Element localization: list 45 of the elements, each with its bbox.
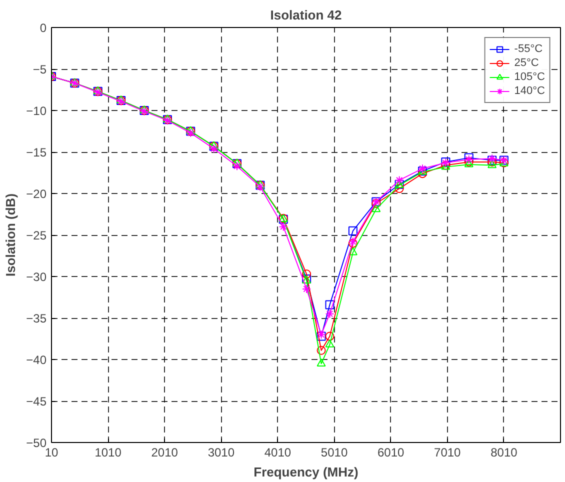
point	[325, 339, 334, 348]
point	[372, 204, 381, 212]
legend-label: -55°C	[514, 42, 543, 56]
point	[302, 270, 312, 278]
point	[316, 346, 326, 355]
x-tick-label: 1010	[94, 446, 122, 460]
legend-label: 105°C	[514, 70, 545, 84]
y-tick-label: −25	[26, 228, 47, 242]
point	[348, 226, 358, 236]
x-tick-label: 8010	[490, 446, 518, 460]
y-tick-label: −5	[32, 62, 47, 76]
point	[325, 300, 334, 310]
y-axis-title: Isolation (dB)	[3, 193, 18, 277]
point	[232, 162, 242, 171]
point	[348, 247, 358, 256]
point	[325, 309, 334, 318]
y-tick-label: −20	[26, 187, 47, 201]
point	[488, 160, 497, 168]
point	[325, 332, 334, 341]
legend-label: 140°C	[514, 84, 545, 98]
y-tick-label: −30	[26, 270, 47, 284]
x-tick-label: 10	[44, 446, 58, 460]
point	[302, 284, 312, 294]
point	[278, 222, 288, 232]
legend-label: 25°C	[514, 56, 539, 70]
point	[394, 176, 404, 185]
y-tick-label: 0	[40, 21, 47, 35]
y-tick-label: −50	[26, 436, 47, 450]
x-tick-label: 3010	[208, 446, 235, 460]
y-tick-label: −10	[26, 104, 47, 118]
y-tick-label: −45	[26, 394, 47, 408]
y-tick-label: −35	[26, 312, 47, 326]
point	[394, 184, 404, 194]
x-tick-label: 2010	[151, 446, 178, 460]
chart-title: Isolation 42	[270, 8, 342, 22]
y-tick-label: −40	[26, 353, 47, 367]
x-tick-label: 6010	[377, 446, 405, 460]
x-tick-label: 4010	[264, 446, 292, 460]
y-tick-label: −15	[26, 146, 47, 160]
point	[209, 144, 218, 154]
point	[418, 164, 428, 174]
x-tick-label: 5010	[320, 446, 348, 460]
x-axis-title: Frequency (MHz)	[254, 464, 358, 480]
x-tick-label: 7010	[434, 446, 462, 460]
point	[316, 358, 326, 366]
